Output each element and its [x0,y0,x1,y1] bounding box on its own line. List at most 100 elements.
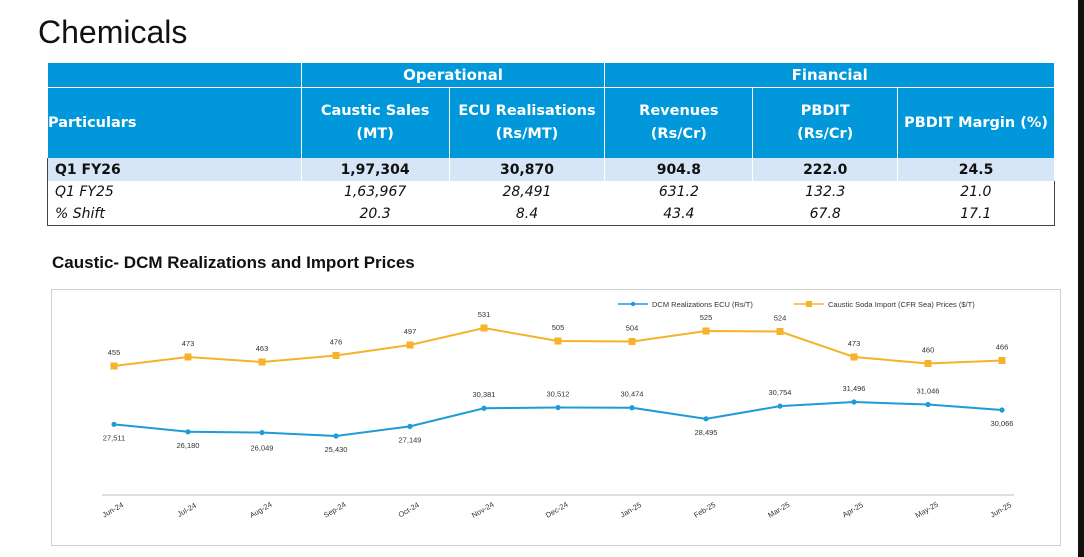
x-tick-label: Nov-24 [470,500,495,520]
row-label: % Shift [47,203,302,226]
x-tick-label: Jun-25 [989,500,1013,519]
header-ecu: ECU Realisations (Rs/MT) [448,87,606,158]
cell-ecu: 30,870 [449,158,606,181]
data-point [554,337,562,345]
row-label: Q1 FY26 [47,158,302,181]
window-edge [1078,0,1084,557]
data-point [628,338,636,345]
data-label: 525 [700,313,713,322]
header-blank [47,62,302,88]
header-financial: Financial [604,62,1055,88]
header-ecu-l2: (Rs/MT) [495,126,559,142]
table-row: Q1 FY25 1,63,967 28,491 631.2 132.3 21.0 [47,181,1055,203]
cell-revenues: 43.4 [604,203,753,226]
data-point [703,416,709,422]
x-tick-label: Aug-24 [248,500,273,520]
legend-marker-import [806,301,812,307]
data-label: 473 [182,339,195,348]
table-row: % Shift 20.3 8.4 43.4 67.8 17.1 [47,203,1055,226]
data-point [776,328,784,335]
header-pbdit: PBDIT (Rs/Cr) [752,87,899,158]
data-label: 27,149 [399,435,422,444]
data-point [406,341,414,349]
line-chart: Jun-24 Jul-24 Aug-24 Sep-24 Oct-24 Nov-24 Dec-… [101,300,1014,520]
cell-margin: 24.5 [897,158,1055,181]
data-label: 531 [478,310,491,319]
data-label: 30,381 [473,390,496,399]
data-label: 473 [848,339,861,348]
data-point [259,429,265,436]
data-label: 460 [922,346,935,355]
data-label: 30,512 [547,390,570,399]
data-label: 30,474 [621,390,644,399]
data-label: 31,496 [843,384,866,393]
data-point [851,399,857,405]
header-revenues: Revenues (Rs/Cr) [604,87,754,158]
data-label: 28,495 [695,428,718,437]
data-label: 463 [256,344,269,353]
header-revenues-l1: Revenues [639,103,719,119]
data-point [925,401,931,408]
data-point [110,362,118,370]
chemicals-table: Operational Financial Particulars Causti… [47,62,1055,226]
x-tick-label: Jul-24 [176,501,198,519]
x-tick-label: Dec-24 [544,500,569,520]
cell-margin: 21.0 [897,181,1055,203]
data-point [185,429,191,435]
header-particulars: Particulars [47,87,302,158]
x-tick-label: Mar-25 [766,500,791,520]
cell-pbdit: 222.0 [752,158,899,181]
header-caustic-sales-l2: (MT) [356,126,394,142]
data-point [111,421,117,427]
x-tick-label: Sep-24 [322,500,347,520]
header-pbdit-l2: (Rs/Cr) [797,126,854,142]
data-label: 25,430 [325,445,348,454]
data-label: 466 [996,343,1009,352]
x-tick-label: Jun-24 [101,500,125,519]
data-point [481,405,487,411]
data-point [332,352,340,359]
data-point [258,358,266,366]
table-header-row: Particulars Caustic Sales (MT) ECU Realis… [47,87,1055,158]
header-operational: Operational [300,62,606,88]
data-label: 497 [404,327,417,336]
x-tick-label: Oct-24 [397,500,421,519]
header-pbdit-margin: PBDIT Margin (%) [897,87,1055,158]
data-label: 524 [774,314,787,323]
header-revenues-l2: (Rs/Cr) [650,126,707,142]
data-point [333,433,339,439]
cell-revenues: 904.8 [604,158,754,181]
header-caustic-sales: Caustic Sales (MT) [300,87,450,158]
data-point [998,357,1006,364]
page-title: Chemicals [38,14,188,50]
data-label: 26,049 [251,444,274,453]
cell-caustic-sales: 1,97,304 [301,158,450,181]
data-point [184,353,192,361]
row-label: Q1 FY25 [47,181,302,203]
x-tick-label: Feb-25 [692,500,717,520]
cell-revenues: 631.2 [604,181,753,203]
cell-pbdit: 132.3 [752,181,898,203]
data-label: 505 [552,323,565,332]
data-point [924,360,932,367]
data-label: 30,754 [769,388,792,397]
data-point [999,407,1005,413]
data-point [407,423,413,429]
data-point [702,327,710,335]
table-row: Q1 FY26 1,97,304 30,870 904.8 222.0 24.5 [47,158,1055,181]
data-point [629,405,635,411]
data-label: 476 [330,338,343,347]
data-label: 26,180 [177,441,200,450]
data-point [850,353,858,361]
table-group-row: Operational Financial [47,62,1055,88]
cell-caustic-sales: 1,63,967 [301,181,450,203]
cell-ecu: 28,491 [449,181,605,203]
legend-label-dcm: DCM Realizations ECU (Rs/T) [652,300,753,309]
cell-ecu: 8.4 [449,203,605,226]
series-line-import-prices [113,326,1003,367]
cell-margin: 17.1 [897,203,1055,226]
header-caustic-sales-l1: Caustic Sales [320,103,430,119]
x-tick-label: Apr-25 [841,500,865,519]
data-label: 27,511 [103,433,125,442]
